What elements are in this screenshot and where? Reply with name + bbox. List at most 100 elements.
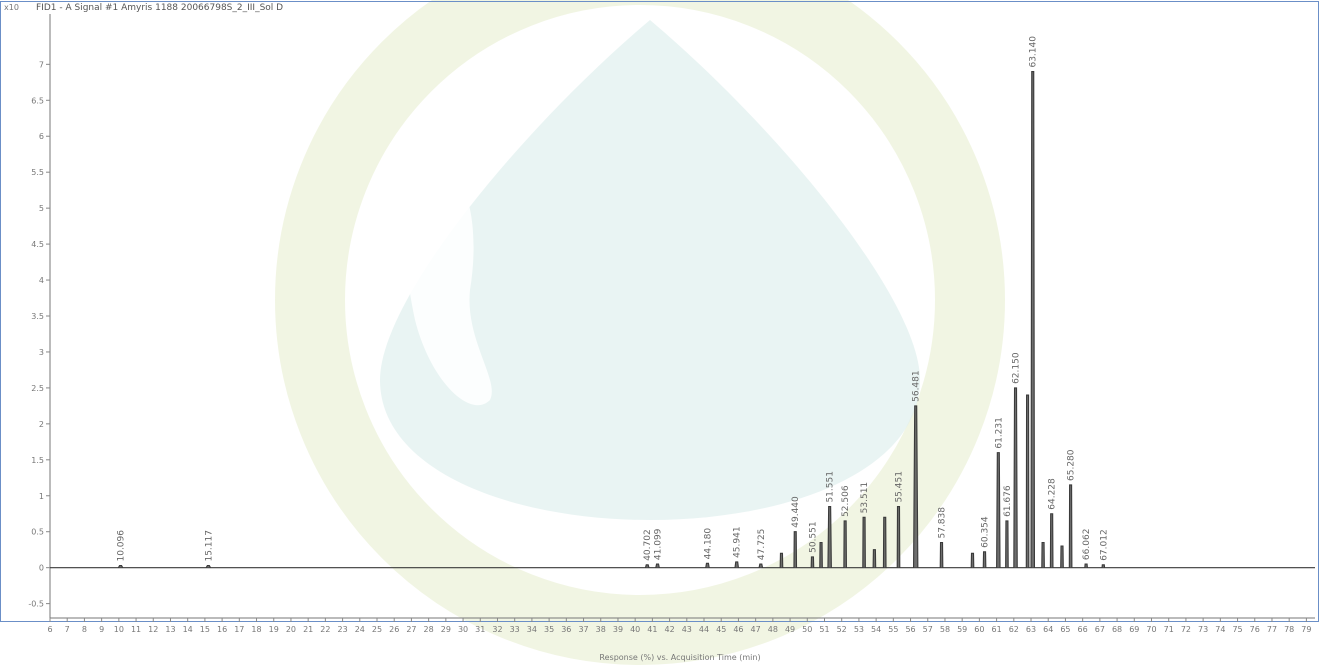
x-tick-label: 42	[664, 625, 674, 634]
x-tick-label: 77	[1267, 625, 1277, 634]
peak-label: 55.451	[894, 471, 904, 503]
peak-outline	[205, 564, 211, 568]
x-tick-label: 23	[337, 625, 347, 634]
x-tick-label: 78	[1284, 625, 1294, 634]
peaks	[117, 70, 1106, 568]
y-tick-label: 6	[39, 132, 44, 141]
x-tick-label: 64	[1043, 625, 1053, 634]
peak-outline	[1025, 394, 1030, 568]
x-tick-label: 8	[82, 625, 87, 634]
y-tick-label: 5	[39, 204, 44, 213]
peak-label: 52.506	[841, 485, 851, 517]
peak-label: 41.099	[654, 528, 664, 560]
y-tick-label: 7	[39, 60, 44, 69]
x-tick-label: 76	[1250, 625, 1260, 634]
y-tick-label: 4.5	[31, 240, 44, 249]
x-tick-label: 27	[406, 625, 416, 634]
y-tick-label: 3	[39, 348, 44, 357]
x-tick-label: 11	[131, 625, 141, 634]
peak-outline	[1084, 563, 1088, 568]
peak-outline	[1101, 564, 1106, 568]
peak-outline	[996, 452, 1001, 568]
x-tick-label: 56	[905, 625, 915, 634]
x-tick-label: 28	[424, 625, 434, 634]
x-tick-label: 30	[458, 625, 468, 634]
x-tick-label: 61	[992, 625, 1002, 634]
x-tick-label: 25	[372, 625, 382, 634]
x-tick-label: 40	[630, 625, 640, 634]
x-tick-label: 18	[251, 625, 261, 634]
peak-outline	[1005, 520, 1009, 568]
peak-label: 45.941	[733, 526, 743, 558]
x-tick-label: 72	[1181, 625, 1191, 634]
peak-outline	[1041, 541, 1045, 568]
x-tick-label: 79	[1301, 625, 1311, 634]
x-tick-label: 12	[148, 625, 158, 634]
watermark-shine	[405, 169, 492, 406]
x-tick-label: 67	[1095, 625, 1105, 634]
peak-outline	[827, 505, 832, 568]
peak-outline	[810, 556, 815, 568]
x-tick-label: 45	[716, 625, 726, 634]
x-tick-label: 68	[1112, 625, 1122, 634]
watermark-ring	[275, 0, 1005, 665]
peak-label: 64.228	[1048, 478, 1058, 510]
peak-label: 44.180	[703, 528, 713, 560]
peak-outline	[882, 516, 887, 568]
peak-label: 61.231	[994, 417, 1004, 449]
x-tick-label: 74	[1215, 625, 1225, 634]
x-axis: 6 7 8 9 10 11 12 13 14 15 16 17 18 19 20 21 22 23 24 25 26 27…	[47, 617, 1315, 634]
peak-outline	[644, 564, 650, 568]
x-tick-label: 70	[1146, 625, 1156, 634]
y-tick-label: 0	[39, 564, 44, 573]
y-tick-label: 1.5	[31, 456, 44, 465]
x-tick-label: 9	[99, 625, 104, 634]
x-tick-label: 63	[1026, 625, 1036, 634]
x-tick-label: 15	[200, 625, 210, 634]
x-tick-label: 17	[234, 625, 244, 634]
x-tick-label: 58	[940, 625, 950, 634]
x-tick-label: 73	[1198, 625, 1208, 634]
peak-outline	[734, 561, 739, 568]
peak-outline	[655, 563, 660, 568]
peak-outline	[819, 541, 823, 568]
peak-label: 15.117	[204, 530, 214, 562]
x-tick-label: 7	[65, 625, 70, 634]
peak-outline	[1013, 387, 1018, 568]
x-tick-label: 65	[1060, 625, 1070, 634]
x-tick-label: 24	[355, 625, 365, 634]
peak-outline	[1060, 545, 1064, 568]
peak-outline	[982, 551, 987, 568]
x-tick-label: 36	[561, 625, 571, 634]
x-axis-title: Response (%) vs. Acquisition Time (min)	[599, 653, 760, 662]
x-tick-label: 41	[647, 625, 657, 634]
x-tick-label: 69	[1129, 625, 1139, 634]
peak-label: 47.725	[757, 529, 767, 561]
peak-outline	[970, 552, 975, 568]
peak-outline	[896, 505, 901, 568]
x-tick-label: 22	[320, 625, 330, 634]
peak-label: 53.511	[860, 482, 870, 514]
x-tick-label: 39	[613, 625, 623, 634]
x-tick-label: 51	[819, 625, 829, 634]
x-tick-label: 57	[923, 625, 933, 634]
peak-label: 40.702	[643, 529, 653, 561]
peak-outline	[939, 541, 944, 568]
x-tick-label: 55	[888, 625, 898, 634]
peak-outline	[705, 562, 710, 568]
x-tick-label: 71	[1164, 625, 1174, 634]
x-tick-label: 20	[286, 625, 296, 634]
x-tick-label: 43	[682, 625, 692, 634]
x-tick-label: 21	[303, 625, 313, 634]
y-tick-label: 4	[39, 276, 44, 285]
x-tick-label: 46	[733, 625, 743, 634]
x-tick-label: 31	[475, 625, 485, 634]
x-tick-label: 53	[854, 625, 864, 634]
peak-label: 56.481	[912, 370, 922, 402]
peak-outline	[758, 563, 764, 568]
peak-outline	[1049, 513, 1054, 568]
peak-outline	[843, 520, 847, 568]
x-tick-label: 34	[527, 625, 537, 634]
